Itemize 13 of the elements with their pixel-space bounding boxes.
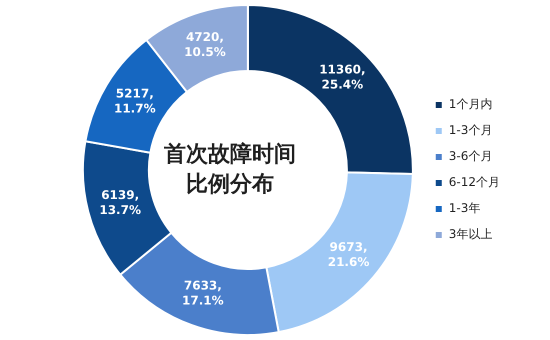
- legend-label: 1-3个月: [448, 123, 492, 138]
- legend-label: 1个月内: [448, 97, 492, 112]
- text: 首次故障时间比例分布: [163, 141, 297, 199]
- legend-label: 1-3年: [448, 201, 480, 216]
- legend-label: 6-12个月: [448, 175, 500, 190]
- data-label: 6139, 13.7%: [99, 188, 141, 218]
- data-label: 11360, 25.4%: [319, 62, 366, 92]
- data-label: 4720, 10.5%: [184, 30, 226, 59]
- data-label: 5217, 11.7%: [114, 86, 156, 116]
- legend-label: 3年以上: [448, 227, 492, 242]
- data-label: 9673, 21.6%: [328, 240, 370, 270]
- data-label: 7633, 17.1%: [182, 278, 224, 308]
- legend-label: 3-6个月: [448, 149, 492, 164]
